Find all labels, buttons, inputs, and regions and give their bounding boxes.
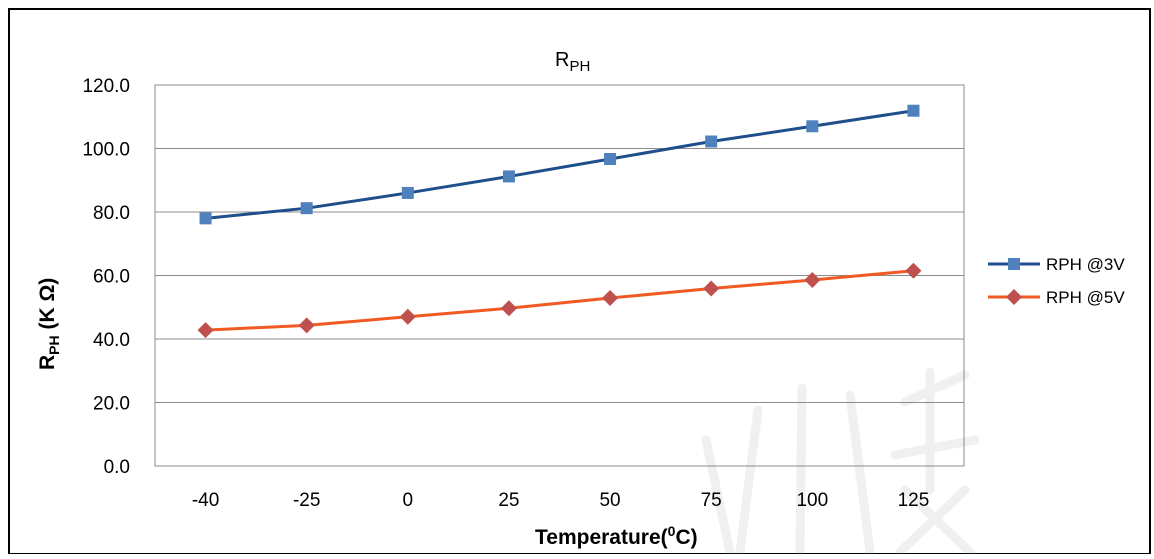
chart-title: RPH — [555, 49, 590, 75]
data-point — [602, 290, 619, 307]
data-point — [705, 135, 718, 148]
data-point — [298, 317, 315, 334]
legend-item: RPH @3V — [988, 255, 1125, 274]
legend-label: RPH @3V — [1046, 255, 1125, 274]
x-tick-label: 50 — [599, 490, 620, 511]
series-line — [205, 109, 914, 220]
y-axis-ticks: 0.0 20.0 40.0 60.0 80.0 100.0 120.0 — [82, 76, 130, 478]
chart-border — [8, 8, 1151, 555]
y-tick-label: 120.0 — [82, 76, 130, 97]
data-point — [502, 170, 515, 183]
data-point — [197, 322, 214, 339]
series-2 — [197, 262, 922, 339]
legend-label: RPH @5V — [1046, 288, 1125, 307]
data-point — [806, 120, 819, 133]
y-tick-label: 0.0 — [104, 457, 130, 478]
data-point — [907, 104, 920, 117]
y-tick-label: 60.0 — [93, 267, 130, 288]
data-point — [905, 262, 922, 279]
data-point — [401, 186, 414, 199]
legend-item: RPH @5V — [988, 288, 1125, 307]
data-point — [703, 280, 720, 297]
series-line — [205, 269, 914, 332]
x-axis-ticks: -40 -25 0 25 50 75 100 125 — [192, 490, 929, 511]
data-point — [500, 300, 517, 317]
chart-title-subscript: PH — [569, 58, 590, 75]
plot-area — [154, 84, 965, 467]
x-axis-label: Temperature(0C) — [535, 523, 698, 549]
y-tick-label: 100.0 — [82, 140, 130, 161]
data-point — [804, 271, 821, 288]
gridlines — [155, 148, 964, 403]
data-point — [604, 152, 617, 165]
y-tick-label: 20.0 — [93, 394, 130, 415]
series-1 — [199, 104, 920, 225]
watermark — [701, 367, 980, 557]
data-point — [199, 212, 212, 225]
y-axis-label: RPH (K Ω) — [36, 278, 62, 370]
x-axis-label-superscript: 0 — [668, 523, 676, 539]
x-tick-label: 25 — [498, 490, 519, 511]
legend: RPH @3V RPH @5V — [988, 255, 1125, 307]
x-tick-label: 125 — [898, 490, 930, 511]
data-point — [399, 308, 416, 325]
x-tick-label: -25 — [293, 490, 320, 511]
legend-marker — [1006, 289, 1022, 305]
x-tick-label: 0 — [403, 490, 414, 511]
x-tick-label: -40 — [192, 490, 219, 511]
x-tick-label: 100 — [796, 490, 828, 511]
y-tick-label: 40.0 — [93, 330, 130, 351]
y-tick-label: 80.0 — [93, 203, 130, 224]
data-point — [300, 202, 313, 215]
x-tick-label: 75 — [701, 490, 722, 511]
legend-marker — [1008, 258, 1020, 270]
y-axis-label-subscript: PH — [46, 335, 62, 354]
series-group — [197, 104, 922, 339]
